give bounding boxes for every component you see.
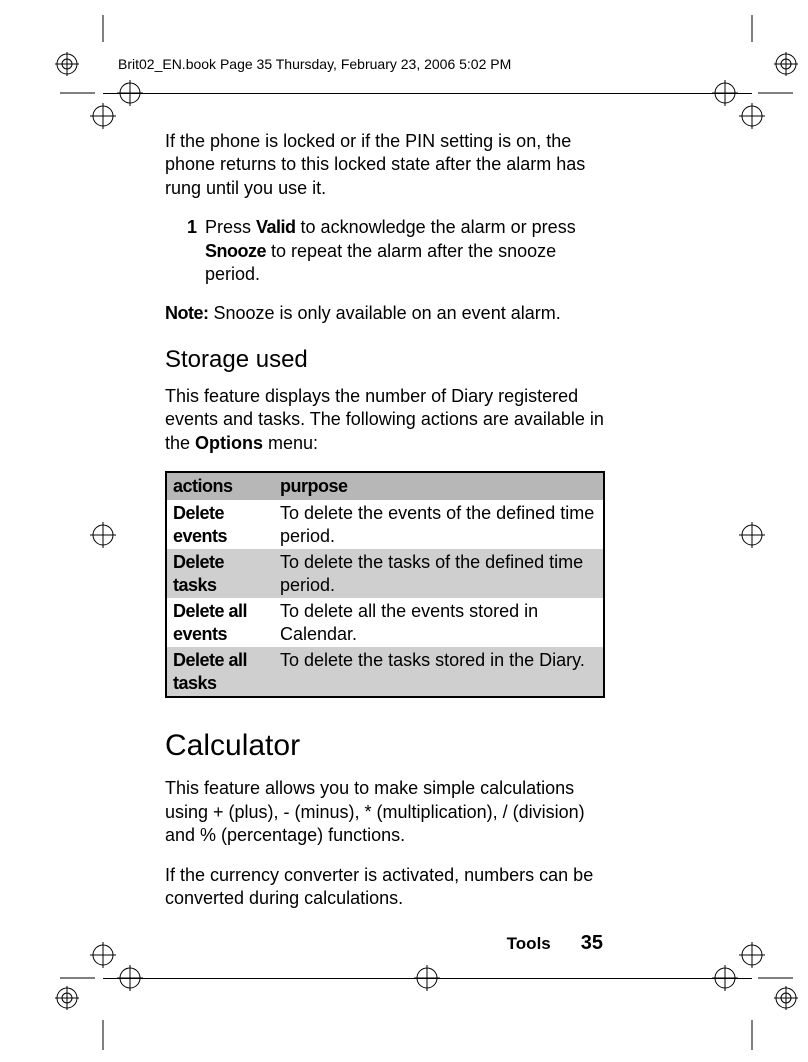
note-body: Snooze is only available on an event ala… (209, 303, 561, 323)
action-cell: Delete tasks (166, 549, 274, 598)
page-content: If the phone is locked or if the PIN set… (165, 120, 605, 926)
calc-paragraph-1: This feature allows you to make simple c… (165, 777, 605, 847)
key-valid: Valid (256, 217, 296, 237)
table-row: Delete tasks To delete the tasks of the … (166, 549, 604, 598)
purpose-cell: To delete the tasks stored in the Diary. (274, 647, 604, 697)
key-snooze: Snooze (205, 241, 266, 261)
top-rule (103, 93, 752, 94)
purpose-cell: To delete the events of the defined time… (274, 500, 604, 549)
registration-mark-icon (774, 986, 798, 1010)
heading-storage-used: Storage used (165, 344, 605, 375)
purpose-cell: To delete the tasks of the defined time … (274, 549, 604, 598)
calc-paragraph-2: If the currency converter is activated, … (165, 864, 605, 911)
action-cell: Delete all tasks (166, 647, 274, 697)
table-row: Delete all events To delete all the even… (166, 598, 604, 647)
col-actions: actions (166, 472, 274, 500)
page-footer: Tools 35 (507, 932, 603, 955)
registration-mark-icon (55, 52, 79, 76)
action-cell: Delete events (166, 500, 274, 549)
storage-paragraph: This feature displays the number of Diar… (165, 385, 605, 455)
options-menu: Options (195, 433, 263, 453)
step-text: to acknowledge the alarm or press (296, 217, 576, 237)
step-number: 1 (175, 216, 205, 286)
heading-calculator: Calculator (165, 726, 605, 765)
note: Note: Snooze is only available on an eve… (165, 302, 605, 325)
intro-paragraph: If the phone is locked or if the PIN set… (165, 130, 605, 200)
registration-mark-icon (55, 986, 79, 1010)
table-header-row: actions purpose (166, 472, 604, 500)
footer-section: Tools (507, 934, 551, 953)
action-cell: Delete all events (166, 598, 274, 647)
step-body: Press Valid to acknowledge the alarm or … (205, 216, 605, 286)
note-label: Note: (165, 303, 209, 323)
table-row: Delete events To delete the events of th… (166, 500, 604, 549)
footer-page-number: 35 (581, 932, 603, 954)
step-1: 1 Press Valid to acknowledge the alarm o… (175, 216, 605, 286)
table-row: Delete all tasks To delete the tasks sto… (166, 647, 604, 697)
actions-table: actions purpose Delete events To delete … (165, 471, 605, 698)
step-text: Press (205, 217, 256, 237)
storage-text: menu: (263, 433, 318, 453)
bottom-rule (103, 978, 752, 979)
registration-mark-icon (774, 52, 798, 76)
page-header: Brit02_EN.book Page 35 Thursday, Februar… (118, 56, 511, 72)
purpose-cell: To delete all the events stored in Calen… (274, 598, 604, 647)
col-purpose: purpose (274, 472, 604, 500)
